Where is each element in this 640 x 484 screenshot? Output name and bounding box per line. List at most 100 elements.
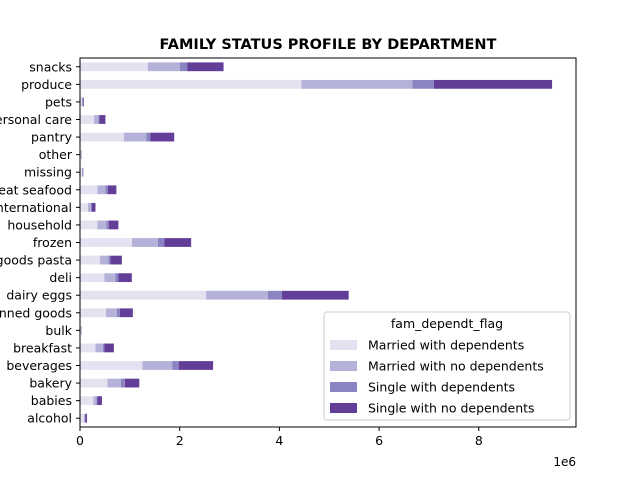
bar-deli-series-3 [118, 273, 131, 282]
y-tick-label: personal care [0, 112, 72, 127]
bar-deli-series-2 [115, 273, 118, 282]
bar-household-series-3 [109, 221, 118, 230]
bar-household-series-1 [97, 221, 106, 230]
x-tick-label: 2 [176, 433, 184, 448]
y-tick-label: frozen [33, 235, 72, 250]
y-tick-label: household [7, 217, 72, 232]
bar-canned-goods-series-0 [80, 308, 106, 317]
bar-breakfast-series-3 [104, 344, 113, 353]
x-axis: 0 2 4 6 8 [76, 427, 483, 448]
legend-label-0: Married with dependents [368, 338, 524, 353]
bar-pantry-series-1 [124, 133, 146, 142]
bar-pantry-series-3 [150, 133, 174, 142]
bar-breakfast-series-0 [80, 344, 95, 353]
bar-snacks-series-3 [187, 62, 223, 71]
bar-frozen-series-0 [80, 238, 132, 247]
legend-label-1: Married with no dependents [368, 359, 544, 374]
bar-international-series-1 [88, 203, 91, 212]
y-tick-label: beverages [6, 358, 72, 373]
y-tick-label: pets [45, 94, 72, 109]
bar-dry-goods-pasta-series-0 [80, 256, 100, 265]
bar-frozen-series-2 [158, 238, 164, 247]
x-tick-label: 8 [475, 433, 483, 448]
bar-dairy-eggs-series-1 [206, 291, 268, 300]
y-tick-label: meat seafood [0, 182, 72, 197]
bar-pantry-series-2 [146, 133, 150, 142]
y-tick-label: produce [21, 77, 72, 92]
bar-babies-series-3 [97, 396, 101, 405]
y-tick-label: international [0, 200, 72, 215]
x-tick-label: 0 [76, 433, 84, 448]
bar-canned-goods-series-3 [120, 308, 133, 317]
bar-snacks-series-0 [80, 62, 148, 71]
bar-frozen-series-3 [164, 238, 191, 247]
bar-alcohol-series-0 [80, 414, 84, 423]
x-tick-label: 6 [375, 433, 383, 448]
bar-bakery-series-1 [107, 379, 120, 388]
x-offset-label: 1e6 [553, 455, 576, 469]
bar-dry-goods-pasta-series-3 [110, 256, 121, 265]
legend-swatch-0 [330, 340, 357, 350]
x-tick-label: 4 [275, 433, 283, 448]
legend-label-2: Single with dependents [368, 380, 515, 395]
bar-snacks-series-2 [180, 62, 187, 71]
bar-canned-goods-series-1 [106, 308, 117, 317]
bar-canned-goods-series-2 [117, 308, 120, 317]
y-tick-label: missing [24, 165, 72, 180]
legend-swatch-3 [330, 403, 357, 413]
bar-alcohol-series-3 [85, 414, 86, 423]
bar-produce-series-2 [412, 80, 433, 89]
legend-swatch-1 [330, 361, 357, 371]
bar-international-series-0 [80, 203, 88, 212]
bar-babies-series-1 [93, 396, 96, 405]
bar-produce-series-0 [80, 80, 301, 89]
legend: fam_dependt_flag Married with dependents M… [324, 312, 570, 420]
bar-beverages-series-0 [80, 361, 142, 370]
bar-personal-care-series-0 [80, 115, 94, 124]
bar-beverages-series-2 [172, 361, 178, 370]
legend-label-3: Single with no dependents [368, 401, 535, 416]
bar-bakery-series-0 [80, 379, 107, 388]
bar-alcohol-series-1 [84, 414, 85, 423]
bar-personal-care-series-3 [99, 115, 105, 124]
y-tick-label: breakfast [13, 340, 72, 355]
bar-frozen-series-1 [132, 238, 158, 247]
y-tick-label: bakery [29, 376, 72, 391]
bar-dry-goods-pasta-series-2 [108, 256, 110, 265]
bar-pantry-series-0 [80, 133, 124, 142]
bar-meat-seafood-series-3 [108, 185, 116, 194]
bar-produce-series-1 [301, 80, 412, 89]
bar-dry-goods-pasta-series-1 [100, 256, 108, 265]
bar-personal-care-series-1 [94, 115, 98, 124]
bar-meat-seafood-series-1 [97, 185, 105, 194]
bar-babies-series-0 [80, 396, 93, 405]
y-tick-label: snacks [29, 59, 72, 74]
bar-deli-series-1 [104, 273, 115, 282]
bar-household-series-2 [106, 221, 108, 230]
bar-international-series-3 [92, 203, 95, 212]
y-tick-label: bulk [45, 323, 72, 338]
y-tick-label: dairy eggs [6, 288, 72, 303]
bar-beverages-series-1 [142, 361, 172, 370]
bar-beverages-series-3 [179, 361, 213, 370]
bar-breakfast-series-2 [103, 344, 104, 353]
y-tick-label: babies [31, 393, 72, 408]
y-tick-label: dry goods pasta [0, 253, 72, 268]
bar-meat-seafood-series-0 [80, 185, 97, 194]
y-tick-label: deli [49, 270, 72, 285]
bar-personal-care-series-2 [98, 115, 99, 124]
y-axis: alcoholbabiesbakerybeveragesbreakfastbul… [0, 59, 80, 425]
chart-title: FAMILY STATUS PROFILE BY DEPARTMENT [160, 37, 497, 53]
bar-deli-series-0 [80, 273, 104, 282]
bar-bakery-series-3 [125, 379, 139, 388]
legend-swatch-2 [330, 382, 357, 392]
bar-bakery-series-2 [121, 379, 125, 388]
bar-dairy-eggs-series-3 [282, 291, 349, 300]
legend-title: fam_dependt_flag [391, 316, 503, 331]
bar-produce-series-3 [434, 80, 552, 89]
y-tick-label: other [39, 147, 73, 162]
bar-babies-series-2 [96, 396, 97, 405]
bar-pets-series-3 [83, 98, 84, 107]
